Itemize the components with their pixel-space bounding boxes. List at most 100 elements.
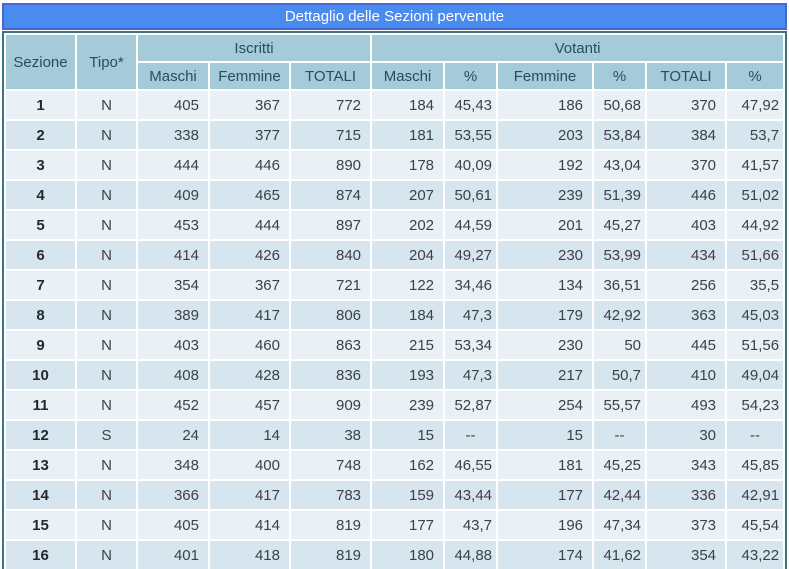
cell-votanti-totali-pct: 51,66 bbox=[727, 241, 784, 269]
cell-tipo: N bbox=[77, 91, 136, 119]
cell-votanti-femmine-pct: 55,57 bbox=[594, 391, 646, 419]
cell-iscritti-maschi: 389 bbox=[138, 301, 208, 329]
cell-votanti-femmine: 201 bbox=[498, 211, 593, 239]
cell-iscritti-maschi: 405 bbox=[138, 91, 208, 119]
cell-votanti-totali-pct: 51,02 bbox=[727, 181, 784, 209]
cell-iscritti-femmine: 367 bbox=[210, 271, 289, 299]
cell-tipo: N bbox=[77, 451, 136, 479]
cell-votanti-totali-pct: 51,56 bbox=[727, 331, 784, 359]
cell-votanti-maschi-pct: 40,09 bbox=[445, 151, 497, 179]
cell-votanti-totali: 410 bbox=[647, 361, 726, 389]
cell-tipo: N bbox=[77, 481, 136, 509]
cell-sezione: 15 bbox=[6, 511, 75, 539]
cell-votanti-femmine-pct: 41,62 bbox=[594, 541, 646, 569]
cell-iscritti-maschi: 403 bbox=[138, 331, 208, 359]
page-title: Dettaglio delle Sezioni pervenute bbox=[2, 3, 787, 30]
col-header-votanti-maschi-pct: % bbox=[445, 63, 497, 89]
cell-iscritti-totali: 890 bbox=[291, 151, 371, 179]
cell-votanti-maschi: 184 bbox=[372, 91, 444, 119]
cell-iscritti-femmine: 417 bbox=[210, 481, 289, 509]
table-row: 2 N 338 377 715 181 53,55 203 53,84 384 53,7 bbox=[6, 121, 784, 149]
cell-votanti-femmine-pct: 53,99 bbox=[594, 241, 646, 269]
cell-votanti-femmine-pct: 47,34 bbox=[594, 511, 646, 539]
cell-sezione: 6 bbox=[6, 241, 75, 269]
cell-votanti-femmine: 15 bbox=[498, 421, 593, 449]
cell-votanti-totali: 373 bbox=[647, 511, 726, 539]
cell-votanti-femmine-pct: 42,44 bbox=[594, 481, 646, 509]
cell-votanti-totali: 30 bbox=[647, 421, 726, 449]
cell-iscritti-femmine: 460 bbox=[210, 331, 289, 359]
cell-iscritti-maschi: 409 bbox=[138, 181, 208, 209]
col-header-votanti-maschi: Maschi bbox=[372, 63, 444, 89]
cell-votanti-femmine-pct: 45,27 bbox=[594, 211, 646, 239]
cell-votanti-totali-pct: 53,7 bbox=[727, 121, 784, 149]
cell-tipo: N bbox=[77, 511, 136, 539]
col-header-iscritti-maschi: Maschi bbox=[138, 63, 208, 89]
cell-votanti-maschi-pct: 45,43 bbox=[445, 91, 497, 119]
cell-iscritti-femmine: 428 bbox=[210, 361, 289, 389]
cell-iscritti-maschi: 408 bbox=[138, 361, 208, 389]
table-row: 7 N 354 367 721 122 34,46 134 36,51 256 35,5 bbox=[6, 271, 784, 299]
col-header-tipo: Tipo* bbox=[77, 35, 136, 89]
cell-tipo: N bbox=[77, 181, 136, 209]
col-header-iscritti-femmine: Femmine bbox=[210, 63, 289, 89]
cell-votanti-maschi-pct: 44,88 bbox=[445, 541, 497, 569]
cell-votanti-femmine: 230 bbox=[498, 331, 593, 359]
cell-tipo: N bbox=[77, 391, 136, 419]
cell-votanti-totali-pct: 49,04 bbox=[727, 361, 784, 389]
cell-votanti-maschi-pct: 47,3 bbox=[445, 301, 497, 329]
cell-sezione: 12 bbox=[6, 421, 75, 449]
cell-iscritti-femmine: 377 bbox=[210, 121, 289, 149]
cell-iscritti-maschi: 401 bbox=[138, 541, 208, 569]
cell-votanti-maschi-pct: 43,7 bbox=[445, 511, 497, 539]
cell-tipo: N bbox=[77, 121, 136, 149]
cell-votanti-totali: 363 bbox=[647, 301, 726, 329]
cell-iscritti-maschi: 24 bbox=[138, 421, 208, 449]
cell-votanti-maschi: 178 bbox=[372, 151, 444, 179]
table-row: 11 N 452 457 909 239 52,87 254 55,57 493 54,23 bbox=[6, 391, 784, 419]
table-row: 9 N 403 460 863 215 53,34 230 50 445 51,56 bbox=[6, 331, 784, 359]
cell-votanti-femmine: 179 bbox=[498, 301, 593, 329]
cell-sezione: 9 bbox=[6, 331, 75, 359]
table-row: 12 S 24 14 38 15 -- 15 -- 30 -- bbox=[6, 421, 784, 449]
cell-iscritti-maschi: 354 bbox=[138, 271, 208, 299]
cell-sezione: 4 bbox=[6, 181, 75, 209]
cell-iscritti-femmine: 457 bbox=[210, 391, 289, 419]
cell-iscritti-femmine: 417 bbox=[210, 301, 289, 329]
cell-tipo: N bbox=[77, 361, 136, 389]
cell-votanti-femmine: 186 bbox=[498, 91, 593, 119]
cell-votanti-femmine-pct: 50,68 bbox=[594, 91, 646, 119]
cell-votanti-femmine: 203 bbox=[498, 121, 593, 149]
cell-votanti-femmine-pct: 36,51 bbox=[594, 271, 646, 299]
col-group-iscritti: Iscritti bbox=[138, 35, 371, 61]
cell-votanti-maschi-pct: 34,46 bbox=[445, 271, 497, 299]
cell-iscritti-maschi: 338 bbox=[138, 121, 208, 149]
cell-iscritti-totali: 38 bbox=[291, 421, 371, 449]
cell-iscritti-totali: 874 bbox=[291, 181, 371, 209]
table-row: 4 N 409 465 874 207 50,61 239 51,39 446 51,02 bbox=[6, 181, 784, 209]
header-sub-row: Maschi Femmine TOTALI Maschi % Femmine %… bbox=[6, 63, 784, 89]
cell-votanti-femmine-pct: 50 bbox=[594, 331, 646, 359]
cell-votanti-totali: 446 bbox=[647, 181, 726, 209]
table-header: Sezione Tipo* Iscritti Votanti Maschi Fe… bbox=[6, 35, 784, 89]
cell-iscritti-totali: 721 bbox=[291, 271, 371, 299]
cell-iscritti-totali: 897 bbox=[291, 211, 371, 239]
cell-votanti-maschi-pct: 44,59 bbox=[445, 211, 497, 239]
cell-votanti-maschi-pct: 53,34 bbox=[445, 331, 497, 359]
cell-iscritti-maschi: 348 bbox=[138, 451, 208, 479]
table-row: 6 N 414 426 840 204 49,27 230 53,99 434 51,66 bbox=[6, 241, 784, 269]
cell-tipo: S bbox=[77, 421, 136, 449]
cell-iscritti-femmine: 14 bbox=[210, 421, 289, 449]
cell-votanti-maschi: 159 bbox=[372, 481, 444, 509]
cell-votanti-femmine: 177 bbox=[498, 481, 593, 509]
cell-sezione: 10 bbox=[6, 361, 75, 389]
cell-votanti-totali: 384 bbox=[647, 121, 726, 149]
cell-iscritti-totali: 863 bbox=[291, 331, 371, 359]
cell-votanti-femmine: 196 bbox=[498, 511, 593, 539]
col-group-votanti: Votanti bbox=[372, 35, 784, 61]
cell-votanti-maschi-pct: 50,61 bbox=[445, 181, 497, 209]
cell-sezione: 13 bbox=[6, 451, 75, 479]
cell-votanti-totali-pct: -- bbox=[727, 421, 784, 449]
cell-votanti-totali: 445 bbox=[647, 331, 726, 359]
cell-iscritti-maschi: 366 bbox=[138, 481, 208, 509]
